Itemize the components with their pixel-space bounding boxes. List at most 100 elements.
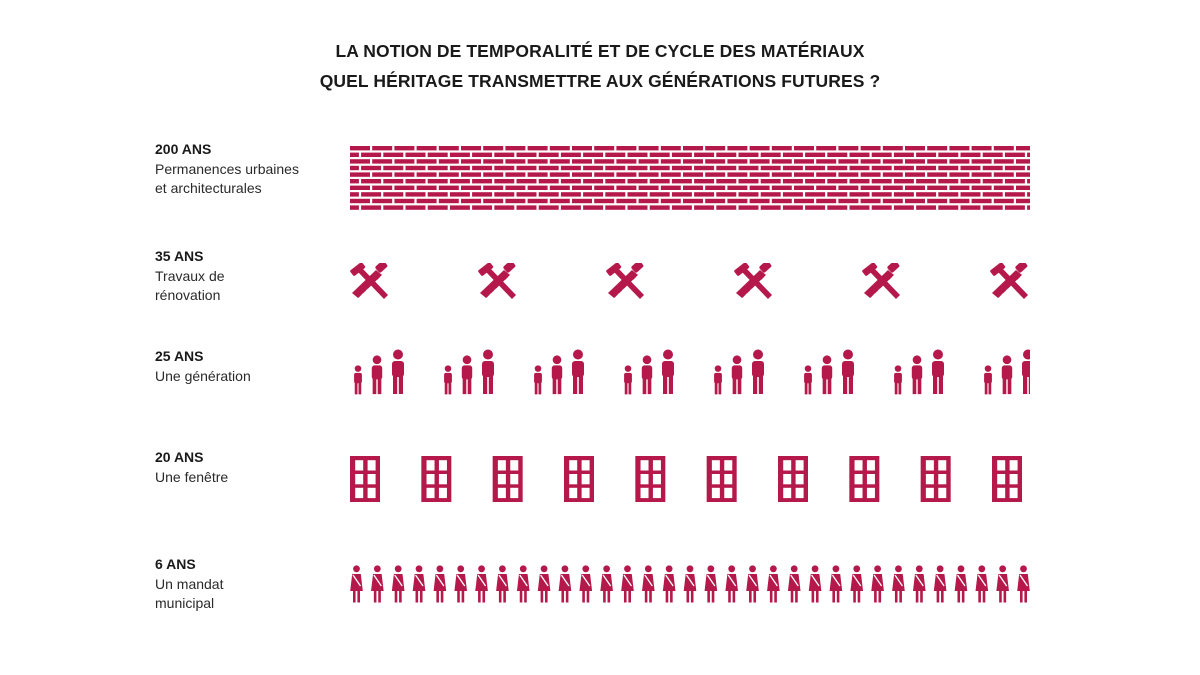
brick [472,152,493,157]
brick [749,159,770,164]
title-line-1: LA NOTION DE TEMPORALITÉ ET DE CYCLE DES… [335,41,865,61]
brick [949,172,970,177]
brick [405,205,426,210]
mayor-icon [454,565,468,603]
brick [361,165,382,171]
brick [849,165,870,171]
brick [527,172,548,177]
brick [760,152,781,157]
brick [893,192,914,197]
infographic-title: LA NOTION DE TEMPORALITÉ ET DE CYCLE DES… [0,36,1200,96]
brick [716,165,737,171]
brick [516,205,537,210]
brick [483,146,504,151]
family-icon [984,349,1030,395]
brick [816,198,837,204]
brick [660,146,681,151]
brick [438,172,459,177]
brick [971,159,992,164]
brick [960,179,981,184]
brick [516,165,537,171]
brick [816,159,837,164]
brick [738,179,759,184]
brick [727,185,748,190]
hammer-saw-icon [734,263,772,299]
tools-row [350,263,1030,299]
brick [649,192,670,197]
brick [782,152,803,157]
mayor-icon [621,565,634,603]
mayor-icon [725,565,738,603]
brick [683,185,703,190]
brick [871,152,892,157]
row-label: 25 ANS Une génération [155,347,345,386]
brick [350,185,370,190]
brick [960,192,981,197]
brick [1004,165,1025,171]
brick [993,172,1014,177]
brick [727,159,748,164]
brick [350,192,359,197]
brick [438,185,459,190]
mayor-icon [579,565,593,603]
brick [938,179,959,184]
mayor-icon [412,565,426,603]
brick [616,185,637,190]
mayor-icon [829,565,843,603]
window-icon [992,456,1022,502]
mayor-icon [850,565,864,603]
brick [649,205,670,210]
brick [738,192,759,197]
brick [671,179,692,184]
brick [993,159,1014,164]
row-years: 25 ANS [155,348,204,364]
mayor-icon [933,565,947,603]
brick [405,179,426,184]
brick [472,179,493,184]
mayor-icon [475,565,488,603]
brick [749,185,770,190]
brick [716,179,737,184]
brick [816,185,837,190]
window-icon [350,456,380,502]
brick [683,198,703,204]
brick [671,165,692,171]
brick [361,205,382,210]
brick [560,205,581,210]
mayor-icon [662,565,676,603]
family-icon [534,349,584,395]
mayor-icon [391,565,405,603]
brick [694,165,715,171]
brick [472,205,493,210]
row-label: 6 ANS Un mandat municipal [155,555,345,614]
brick [805,205,826,210]
brick [449,152,470,157]
mayor-icon [642,565,655,603]
brick [960,152,981,157]
brick [860,172,881,177]
brick [860,185,881,190]
brick [1027,205,1030,210]
brick [683,146,703,151]
mayor-icon [600,565,613,603]
brick [416,146,437,151]
brick [882,185,903,190]
brick [782,179,803,184]
brick [927,172,948,177]
brick [916,205,937,210]
brick [1016,198,1030,204]
mayor-icon [704,565,718,603]
brick [394,185,415,190]
brick [549,172,570,177]
mayor-icon [516,565,530,603]
brick [827,152,848,157]
brick [827,179,848,184]
brick [893,152,914,157]
brick [516,192,537,197]
brick [516,152,537,157]
brick [971,172,992,177]
brick [549,198,570,204]
brick [372,185,393,190]
brick [383,205,404,210]
brick [827,205,848,210]
